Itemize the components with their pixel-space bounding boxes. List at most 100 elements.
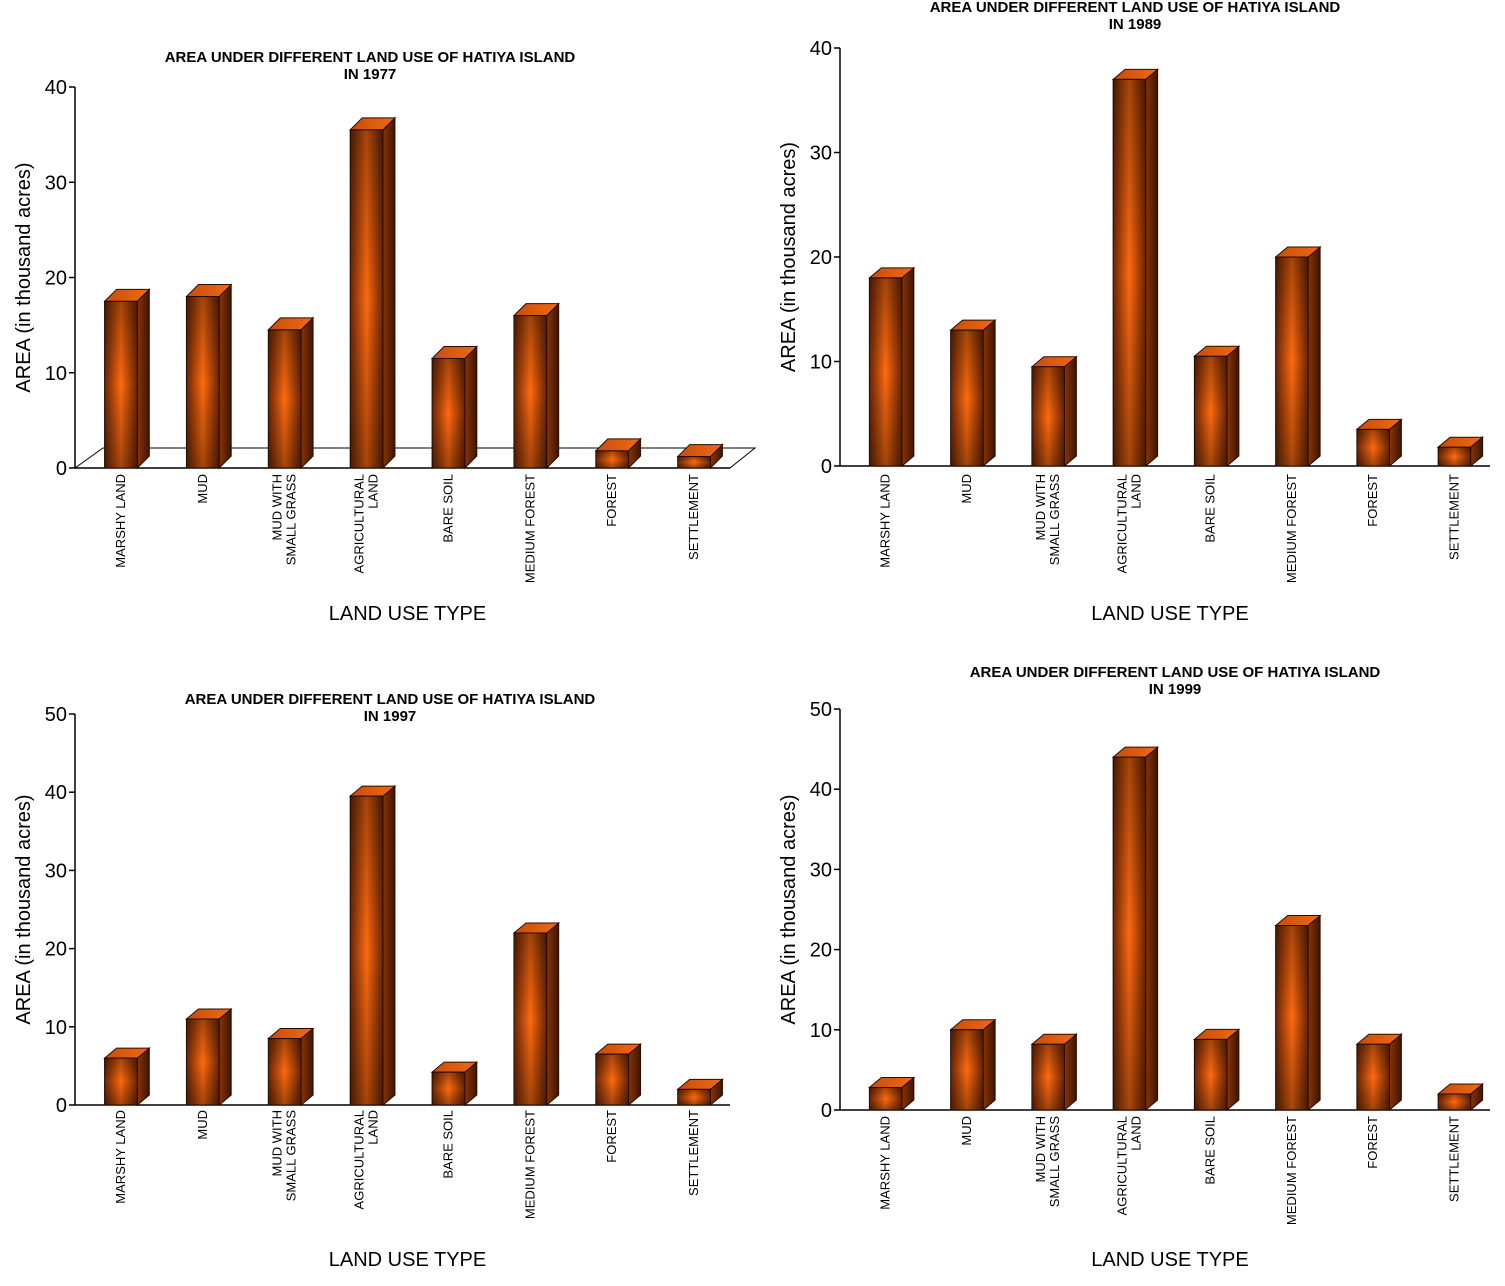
bar-side bbox=[136, 288, 150, 470]
x-axis-label: LAND USE TYPE bbox=[329, 1249, 486, 1271]
chart-title-line: AREA UNDER DIFFERENT LAND USE OF HATIYA … bbox=[930, 0, 1341, 16]
y-tick-label: 0 bbox=[56, 1095, 67, 1117]
bar-side bbox=[1307, 245, 1321, 468]
bar-shade bbox=[104, 1058, 138, 1105]
bar-side bbox=[382, 785, 396, 1107]
x-tick-label: AGRICULTURALLAND bbox=[1114, 1116, 1143, 1215]
x-tick-label-line: BARE SOIL bbox=[1203, 1116, 1218, 1185]
x-tick-label: MUD WITHSMALL GRASS bbox=[270, 474, 299, 566]
bar-side bbox=[1145, 746, 1159, 1112]
y-tick-label: 40 bbox=[45, 782, 67, 804]
x-tick-label-line: SETTLEMENT bbox=[686, 474, 701, 560]
bar bbox=[103, 288, 151, 470]
bar bbox=[103, 1047, 151, 1107]
bar-shade bbox=[1438, 447, 1471, 466]
chart-title-line: AREA UNDER DIFFERENT LAND USE OF HATIYA … bbox=[970, 664, 1381, 681]
bar-shade bbox=[1438, 1093, 1471, 1110]
x-tick-label-line: SMALL GRASS bbox=[284, 1110, 299, 1202]
bar bbox=[348, 785, 397, 1107]
bar-shade bbox=[595, 450, 629, 468]
bar bbox=[867, 266, 916, 468]
chart-title-line: IN 1977 bbox=[344, 66, 397, 83]
chart-title-line: AREA UNDER DIFFERENT LAND USE OF HATIYA … bbox=[165, 49, 576, 66]
bar-shade bbox=[268, 1038, 302, 1105]
bar-shade bbox=[186, 1018, 220, 1105]
x-tick-label: MUD WITHSMALL GRASS bbox=[1033, 1116, 1062, 1208]
chart-title-line: IN 1997 bbox=[364, 708, 417, 725]
x-tick-label-line: MUD WITH bbox=[270, 474, 285, 540]
bar-side bbox=[1063, 1033, 1077, 1112]
bar-side bbox=[300, 1027, 314, 1107]
bar-shade bbox=[1194, 1039, 1227, 1110]
x-tick-label-line: LAND bbox=[366, 474, 381, 509]
bar-side bbox=[1063, 355, 1077, 468]
chart-panel: AREA UNDER DIFFERENT LAND USE OF HATIYA … bbox=[13, 49, 757, 625]
bar bbox=[348, 116, 397, 470]
x-tick-label: SETTLEMENT bbox=[1446, 1116, 1461, 1202]
bar bbox=[267, 316, 315, 470]
bar bbox=[512, 921, 561, 1107]
x-tick-label: MEDIUM FOREST bbox=[522, 1110, 537, 1219]
x-tick-label-line: BARE SOIL bbox=[1203, 474, 1218, 543]
bar-shade bbox=[1113, 79, 1146, 466]
x-tick-label-line: SMALL GRASS bbox=[284, 474, 299, 566]
bar bbox=[1111, 68, 1160, 468]
x-tick-label: MARSHY LAND bbox=[113, 474, 128, 568]
bar-side bbox=[1226, 345, 1240, 468]
x-tick-label: AGRICULTURALLAND bbox=[352, 1110, 381, 1209]
x-tick-label-line: MUD bbox=[195, 1110, 210, 1140]
x-tick-label: FOREST bbox=[604, 474, 619, 527]
bar bbox=[1355, 1033, 1403, 1112]
bar-shade bbox=[268, 329, 302, 468]
chart-title: AREA UNDER DIFFERENT LAND USE OF HATIYA … bbox=[185, 691, 596, 725]
x-tick-label-line: MEDIUM FOREST bbox=[522, 474, 537, 583]
bar-shade bbox=[1356, 429, 1390, 466]
x-tick-label-line: AGRICULTURAL bbox=[352, 474, 367, 573]
chart-title-line: AREA UNDER DIFFERENT LAND USE OF HATIYA … bbox=[185, 691, 596, 708]
x-tick-label: SETTLEMENT bbox=[686, 474, 701, 560]
bar-shade bbox=[513, 932, 547, 1105]
y-tick-label: 10 bbox=[45, 363, 67, 385]
bar-shade bbox=[432, 1072, 465, 1105]
bar-side bbox=[901, 266, 915, 468]
bar bbox=[1436, 1082, 1485, 1112]
x-tick-label-line: SETTLEMENT bbox=[686, 1110, 701, 1196]
x-axis-floor bbox=[73, 447, 757, 469]
chart-title: AREA UNDER DIFFERENT LAND USE OF HATIYA … bbox=[930, 0, 1341, 33]
bar-shade bbox=[1031, 1044, 1065, 1110]
x-tick-label-line: SETTLEMENT bbox=[1446, 1116, 1461, 1202]
x-tick-label: MARSHY LAND bbox=[878, 474, 893, 568]
x-tick-label-line: MEDIUM FOREST bbox=[1284, 1116, 1299, 1225]
x-tick-label: BARE SOIL bbox=[1203, 474, 1218, 543]
x-tick-label-line: MARSHY LAND bbox=[113, 474, 128, 568]
y-tick-label: 20 bbox=[45, 939, 67, 961]
bar-side bbox=[546, 302, 560, 470]
y-tick-label: 50 bbox=[810, 699, 832, 721]
x-tick-label: AGRICULTURALLAND bbox=[352, 474, 381, 573]
bar-shade bbox=[513, 315, 547, 468]
x-tick-label: BARE SOIL bbox=[440, 474, 455, 543]
y-tick-label: 30 bbox=[810, 859, 832, 881]
x-tick-label-line: MARSHY LAND bbox=[878, 1116, 893, 1210]
x-tick-label: MUD WITHSMALL GRASS bbox=[1033, 474, 1062, 566]
x-tick-label-line: AGRICULTURAL bbox=[1114, 474, 1129, 573]
x-tick-label-line: BARE SOIL bbox=[440, 1110, 455, 1179]
bar-shade bbox=[677, 456, 711, 468]
x-tick-label: MARSHY LAND bbox=[113, 1110, 128, 1204]
x-tick-label-line: MUD bbox=[959, 474, 974, 504]
y-tick-label: 30 bbox=[45, 860, 67, 882]
bar bbox=[676, 1078, 724, 1107]
chart-panel: AREA UNDER DIFFERENT LAND USE OF HATIYA … bbox=[778, 0, 1490, 625]
y-axis-label: AREA (in thousand acres) bbox=[13, 794, 35, 1024]
y-tick-label: 30 bbox=[45, 172, 67, 194]
x-tick-label: BARE SOIL bbox=[1203, 1116, 1218, 1185]
x-tick-label: FOREST bbox=[1365, 474, 1380, 527]
bar-shade bbox=[1275, 257, 1309, 466]
x-tick-label: SETTLEMENT bbox=[1446, 474, 1461, 560]
y-tick-label: 10 bbox=[45, 1017, 67, 1039]
chart-title: AREA UNDER DIFFERENT LAND USE OF HATIYA … bbox=[970, 664, 1381, 698]
bar-shade bbox=[1356, 1044, 1390, 1110]
bar bbox=[266, 1027, 315, 1107]
bar-side bbox=[982, 1018, 996, 1112]
y-tick-label: 50 bbox=[45, 704, 67, 726]
